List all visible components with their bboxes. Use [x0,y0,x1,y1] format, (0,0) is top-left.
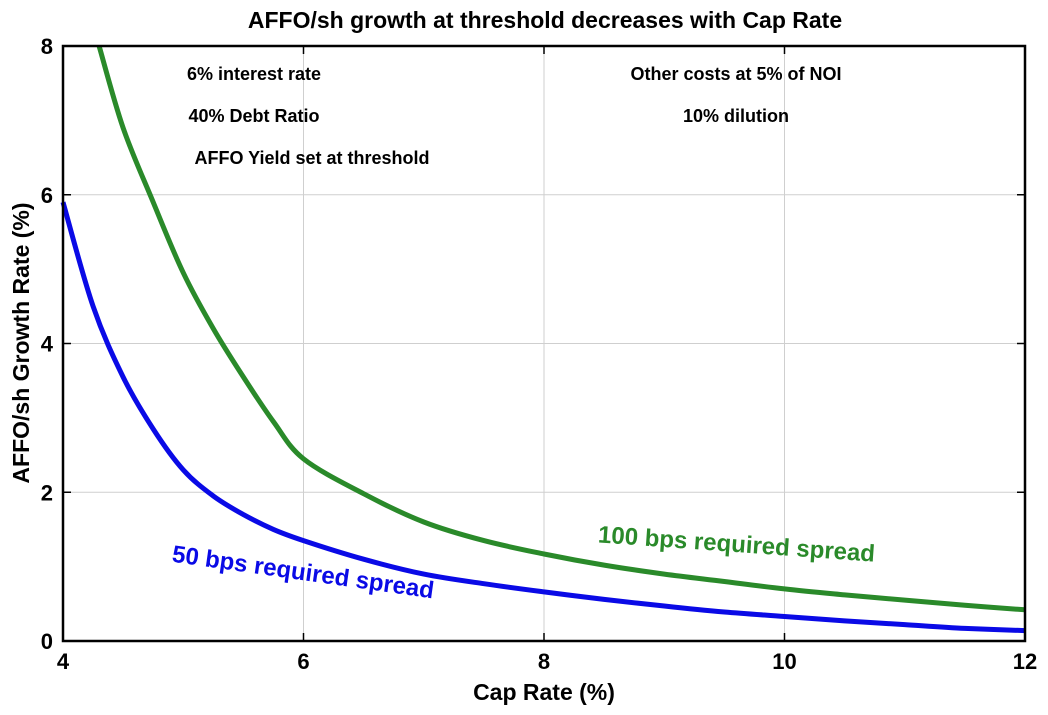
annotation-other-costs: Other costs at 5% of NOI [630,64,841,84]
annotation-debt-ratio: 40% Debt Ratio [188,106,319,126]
x-tick-label: 6 [297,649,309,674]
annotation-interest-rate: 6% interest rate [187,64,321,84]
y-tick-label: 8 [41,34,53,59]
annotation-affo-yield: AFFO Yield set at threshold [194,148,429,168]
series-line-100bps [96,45,1026,613]
annotation-dilution: 10% dilution [683,106,789,126]
y-tick-label: 6 [41,183,53,208]
x-tick-label: 10 [772,649,796,674]
x-tick-label: 4 [57,649,70,674]
series-line-50bps [60,201,1026,634]
y-tick-label: 4 [41,332,54,357]
y-axis-label: AFFO/sh Growth Rate (%) [8,202,34,483]
series-layer [60,45,1026,634]
series-label-100bps: 100 bps required spread [597,521,876,567]
tick-layer: 4 6 8 10 12 0 2 4 6 8 [41,34,1037,674]
annotations: 6% interest rate 40% Debt Ratio AFFO Yie… [187,64,842,168]
x-axis-label: Cap Rate (%) [473,679,615,705]
chart-title: AFFO/sh growth at threshold decreases wi… [248,7,842,33]
x-tick-label: 12 [1013,649,1037,674]
y-tick-label: 0 [41,629,53,654]
x-tick-label: 8 [538,649,550,674]
y-tick-label: 2 [41,480,53,505]
